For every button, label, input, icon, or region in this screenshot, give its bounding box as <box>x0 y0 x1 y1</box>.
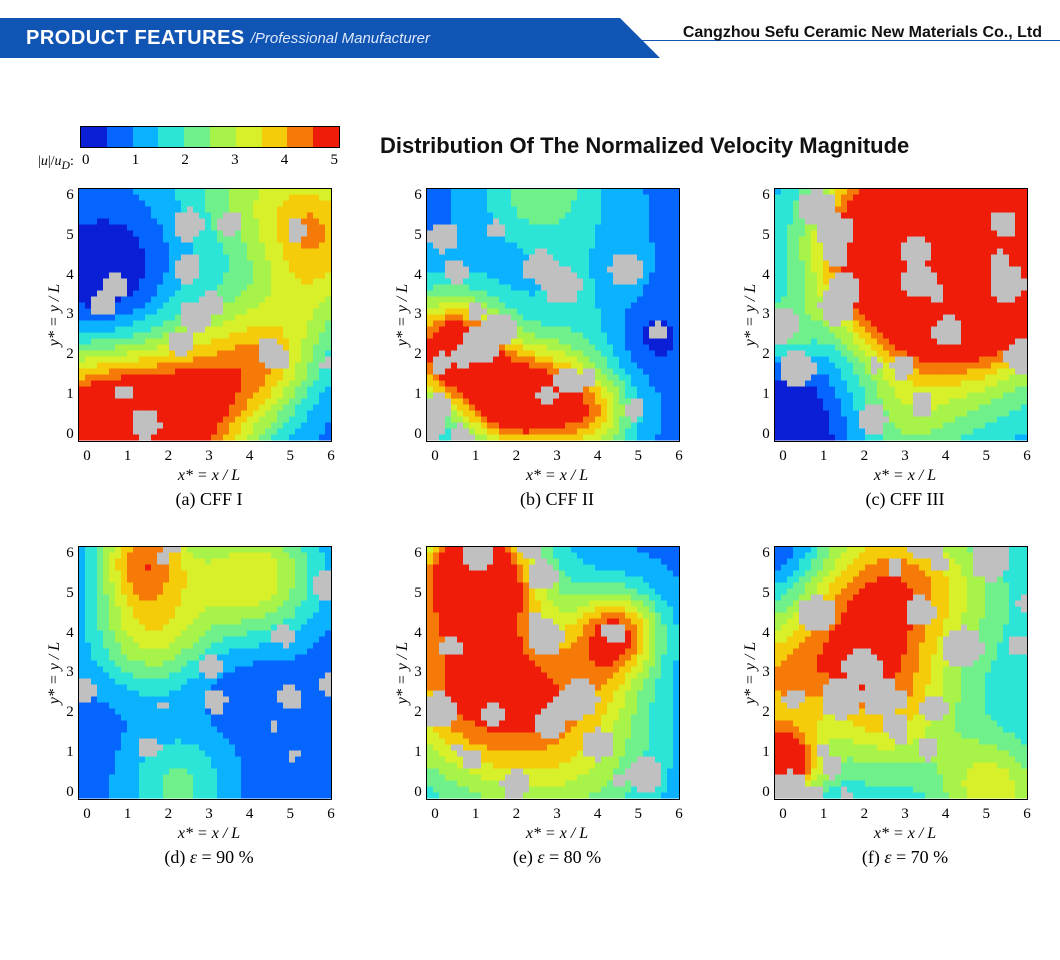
y-axis-ticks: 6543210 <box>762 546 774 800</box>
heatmap-a <box>78 188 332 442</box>
y-axis-label: y* = y / L <box>46 284 64 346</box>
header-title: PRODUCT FEATURES <box>26 27 245 50</box>
panel-caption-a: (a) CFF I <box>82 489 336 510</box>
y-axis-ticks: 6543210 <box>414 188 426 442</box>
company-name: Cangzhou Sefu Ceramic New Materials Co.,… <box>683 24 1042 42</box>
panel-b: y* = y / L 6543210 0123456 x* = x / L (b… <box>380 188 692 510</box>
y-axis-label: y* = y / L <box>742 284 760 346</box>
heatmap-f <box>774 546 1028 800</box>
colorbar-label: |u|/uD: <box>38 154 74 172</box>
x-axis-label: x* = x / L <box>82 467 336 485</box>
y-axis-ticks: 6543210 <box>762 188 774 442</box>
panel-caption-d: (d) ε = 90 % <box>82 847 336 868</box>
x-axis-ticks: 0123456 <box>82 806 336 823</box>
header-subtitle: /Professional Manufacturer <box>251 30 430 47</box>
panel-f: y* = y / L 6543210 0123456 x* = x / L (f… <box>728 546 1040 868</box>
y-axis-ticks: 6543210 <box>66 546 78 800</box>
x-axis-ticks: 0123456 <box>430 806 684 823</box>
x-axis-ticks: 0123456 <box>778 448 1032 465</box>
y-axis-label: y* = y / L <box>394 284 412 346</box>
figure-title: Distribution Of The Normalized Velocity … <box>380 133 1030 159</box>
panel-d: y* = y / L 6543210 0123456 x* = x / L (d… <box>32 546 344 868</box>
x-axis-ticks: 0123456 <box>430 448 684 465</box>
x-axis-label: x* = x / L <box>778 467 1032 485</box>
panel-c: y* = y / L 6543210 0123456 x* = x / L (c… <box>728 188 1040 510</box>
heatmap-e <box>426 546 680 800</box>
y-axis-ticks: 6543210 <box>414 546 426 800</box>
colorbar-swatches <box>80 126 340 148</box>
y-axis-ticks: 6543210 <box>66 188 78 442</box>
x-axis-label: x* = x / L <box>430 467 684 485</box>
x-axis-ticks: 0123456 <box>778 806 1032 823</box>
heatmap-c <box>774 188 1028 442</box>
y-axis-label: y* = y / L <box>394 642 412 704</box>
panels-grid: y* = y / L 6543210 0123456 x* = x / L (a… <box>32 188 1040 868</box>
panel-caption-e: (e) ε = 80 % <box>430 847 684 868</box>
heatmap-d <box>78 546 332 800</box>
x-axis-ticks: 0123456 <box>82 448 336 465</box>
y-axis-label: y* = y / L <box>46 642 64 704</box>
header: PRODUCT FEATURES /Professional Manufactu… <box>0 18 1060 58</box>
panel-a: y* = y / L 6543210 0123456 x* = x / L (a… <box>32 188 344 510</box>
x-axis-label: x* = x / L <box>430 825 684 843</box>
panel-e: y* = y / L 6543210 0123456 x* = x / L (e… <box>380 546 692 868</box>
x-axis-label: x* = x / L <box>778 825 1032 843</box>
header-blue-bar: PRODUCT FEATURES /Professional Manufactu… <box>0 18 620 58</box>
heatmap-b <box>426 188 680 442</box>
y-axis-label: y* = y / L <box>742 642 760 704</box>
colorbar-ticks: 012345 <box>80 152 340 169</box>
colorbar: |u|/uD: 012345 <box>80 126 340 169</box>
panel-caption-b: (b) CFF II <box>430 489 684 510</box>
panel-caption-f: (f) ε = 70 % <box>778 847 1032 868</box>
panel-caption-c: (c) CFF III <box>778 489 1032 510</box>
x-axis-label: x* = x / L <box>82 825 336 843</box>
